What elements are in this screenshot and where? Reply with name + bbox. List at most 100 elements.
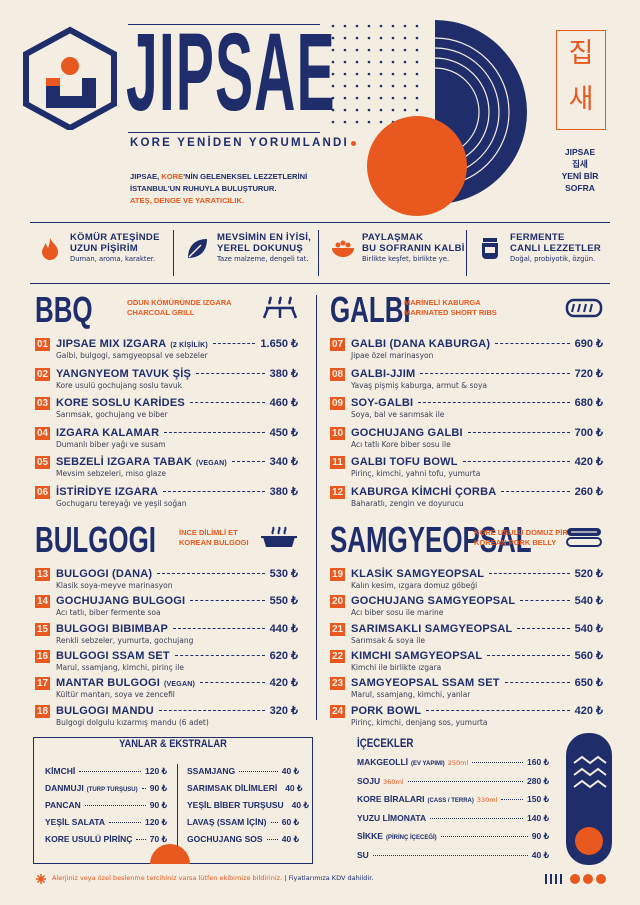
menu-item: 07 GALBI (DANA KABURGA) 690 ₺ Jipae özel ma… bbox=[330, 337, 603, 360]
item-name: JIPSAE MIX IZGARA (2 KİŞİLİK) bbox=[56, 338, 208, 350]
item-row: 08 GALBI-JJIM 720 ₺ bbox=[330, 367, 603, 381]
item-row: 13 BULGOGI (DANA) 530 ₺ bbox=[35, 567, 298, 581]
small-item: YEŞİL SALATA 120 ₺ bbox=[45, 817, 167, 828]
item-row: 15 BULGOGI BIBIMBAP 440 ₺ bbox=[35, 622, 298, 636]
leader bbox=[158, 709, 265, 711]
item-desc: Kimchi ile birlikte ızgara bbox=[351, 662, 442, 672]
item-number: 06 bbox=[35, 485, 50, 499]
item-price: 720 ₺ bbox=[574, 367, 603, 380]
item-desc: Gochugaru tereyağı ve yeşil soğan bbox=[56, 498, 187, 508]
item-row: 24 PORK BOWL 420 ₺ bbox=[330, 704, 603, 718]
small-item-price: 60 ₺ bbox=[281, 817, 299, 827]
section-subtitle-line: MARINATED SHORT RIBS bbox=[404, 308, 497, 317]
item-price: 680 ₺ bbox=[574, 397, 603, 409]
feature-title: UZUN PİŞİRİM bbox=[70, 243, 138, 254]
item-price: 420 ₺ bbox=[574, 704, 603, 717]
menu-item: 16 BULGOGI SSAM SET 620 ₺ Marul, ssamjang, … bbox=[35, 649, 298, 672]
item-name-text: İSTİRİDYE IZGARA bbox=[56, 485, 159, 498]
item-number: 07 bbox=[330, 338, 345, 351]
divider bbox=[316, 295, 317, 720]
item-desc: Marul, ssamjang, kimchi, yanlar bbox=[351, 690, 471, 700]
leader bbox=[520, 600, 570, 602]
item-number: 17 bbox=[35, 677, 50, 691]
leader bbox=[239, 771, 278, 772]
item-tag: (VEGAN) bbox=[196, 460, 227, 467]
item-name: SAMGYEOPSAL SSAM SET bbox=[351, 677, 500, 689]
leader bbox=[164, 431, 265, 433]
item-number: 23 bbox=[330, 677, 345, 691]
item-name-text: SARIMSAKLI SAMGYEOPSAL bbox=[351, 622, 513, 635]
item-name-text: JIPSAE MIX IZGARA bbox=[56, 338, 167, 350]
menu-item: 09 SOY-GALBI 680 ₺ Soya, bal ve sarımsak il… bbox=[330, 396, 603, 419]
logo bbox=[23, 26, 117, 130]
small-item-volume: 360ml bbox=[383, 777, 404, 786]
item-desc: Sarımsak, gochujang ve biber bbox=[56, 410, 168, 419]
feature-text: Birlikte keşfet, birlikte ye. bbox=[362, 255, 450, 263]
item-row: 16 BULGOGI SSAM SET 620 ₺ bbox=[35, 649, 298, 663]
item-desc: Pirinç, kimchi, yahni tofu, yumurta bbox=[351, 469, 481, 478]
sides-title: YANLAR & EKSTRALAR bbox=[119, 738, 227, 750]
korean-box: 집 새 bbox=[556, 30, 606, 130]
section-subtitle: MARİNELİ KABURGA MARINATED SHORT RIBS bbox=[404, 298, 497, 318]
feature-title: CANLI LEZZETLER bbox=[510, 243, 602, 254]
small-item-name: MAKGEOLLİ bbox=[357, 757, 408, 767]
feature: PAYLAŞMAK BU SOFRANIN KALBİ Birlikte keşfe… bbox=[362, 232, 465, 265]
item-number: 14 bbox=[35, 595, 50, 609]
item-name-text: BULGOGI (DANA) bbox=[56, 568, 153, 580]
item-row: 18 BULGOGI MANDU 320 ₺ bbox=[35, 704, 298, 718]
item-row: 01 JIPSAE MIX IZGARA (2 KİŞİLİK) 1.650 ₺ bbox=[35, 337, 298, 351]
section-icon bbox=[262, 296, 298, 319]
small-item-note: (TURP TURŞUSU) bbox=[86, 787, 138, 793]
small-item-note: (PİRİNÇ İÇECEĞİ) bbox=[385, 835, 437, 841]
menu-item: 05 SEBZELİ IZGARA TABAK (VEGAN) 340 ₺ Mevsim… bbox=[35, 455, 298, 478]
menu-item: 06 İSTİRİDYE IZGARA 380 ₺ Gochugaru tereyağ… bbox=[35, 485, 298, 508]
leader bbox=[504, 682, 570, 684]
item-name-text: BULGOGI MANDU bbox=[56, 704, 154, 717]
item-name: GALBI-JJIM bbox=[351, 368, 415, 380]
intro: JIPSAE, KORE'NİN GELENEKSEL LEZZETLERİNİ… bbox=[130, 171, 307, 207]
feature-icon bbox=[42, 238, 58, 260]
small-item-price: 40 ₺ bbox=[281, 834, 299, 844]
leader bbox=[489, 573, 570, 574]
menu-item: 24 PORK BOWL 420 ₺ Pirinç, kimchi, denjang … bbox=[330, 704, 603, 727]
item-name: GALBI (DANA KABURGA) bbox=[351, 338, 490, 350]
small-item: GOCHUJANG SOS 40 ₺ bbox=[187, 834, 299, 845]
leader bbox=[190, 600, 265, 602]
item-row: 02 YANGNYEOM TAVUK ŞİŞ 380 ₺ bbox=[35, 367, 298, 381]
item-row: 10 GOCHUJANG GALBI 700 ₺ bbox=[330, 426, 603, 440]
leader bbox=[501, 799, 524, 800]
leader bbox=[487, 654, 570, 656]
item-name-text: GOCHUJANG BULGOGI bbox=[56, 595, 186, 608]
item-desc: Baharatlı, zengin ve doyurucu bbox=[351, 498, 464, 508]
leader bbox=[136, 839, 146, 840]
item-number: 01 bbox=[35, 338, 50, 351]
item-name-text: GALBI TOFU BOWL bbox=[351, 456, 458, 468]
korean-char: 새 bbox=[568, 84, 594, 115]
item-price: 540 ₺ bbox=[574, 595, 603, 608]
item-name-text: BULGOGI BIBIMBAP bbox=[56, 622, 168, 635]
item-name-text: PORK BOWL bbox=[351, 704, 422, 717]
small-item-name: KORE BİRALARI bbox=[357, 794, 425, 804]
small-item: SSAMJANG 40 ₺ bbox=[187, 766, 299, 777]
item-price: 450 ₺ bbox=[269, 426, 298, 439]
small-item: KORE BİRALARI (CASS / TERRA) 330ml 150 ₺ bbox=[357, 794, 549, 805]
feature-divider bbox=[466, 230, 467, 276]
item-number: 08 bbox=[330, 367, 345, 381]
item-name-text: GOCHUJANG SAMGYEOPSAL bbox=[351, 595, 516, 608]
intro-lead: JIPSAE, bbox=[130, 172, 162, 181]
small-item-price: 70 ₺ bbox=[149, 834, 167, 844]
small-item-name: LAVAŞ (SSAM İÇİN) bbox=[187, 817, 267, 827]
menu-item: 11 GALBI TOFU BOWL 420 ₺ Pirinç, kimchi, ya… bbox=[330, 455, 603, 478]
item-desc: Galbi, bulgogi, samgyeopsal ve sebzeler bbox=[56, 351, 208, 360]
small-item-name: YUZU LİMONATA bbox=[357, 812, 427, 823]
item-row: 11 GALBI TOFU BOWL 420 ₺ bbox=[330, 455, 603, 469]
item-name-text: SOY-GALBI bbox=[351, 397, 414, 409]
section-title: BULGOGI bbox=[35, 519, 156, 560]
small-item-price: 120 ₺ bbox=[145, 766, 167, 776]
section-subtitle-line: KOREAN PORK BELLY bbox=[474, 538, 557, 547]
drinks-title: İÇECEKLER bbox=[357, 738, 414, 750]
small-item-name: SU bbox=[357, 849, 369, 860]
item-name: MANTAR BULGOGI (VEGAN) bbox=[56, 677, 195, 689]
menu-item: 23 SAMGYEOPSAL SSAM SET 650 ₺ Marul, ssamja… bbox=[330, 676, 603, 699]
item-number: 12 bbox=[330, 485, 345, 499]
